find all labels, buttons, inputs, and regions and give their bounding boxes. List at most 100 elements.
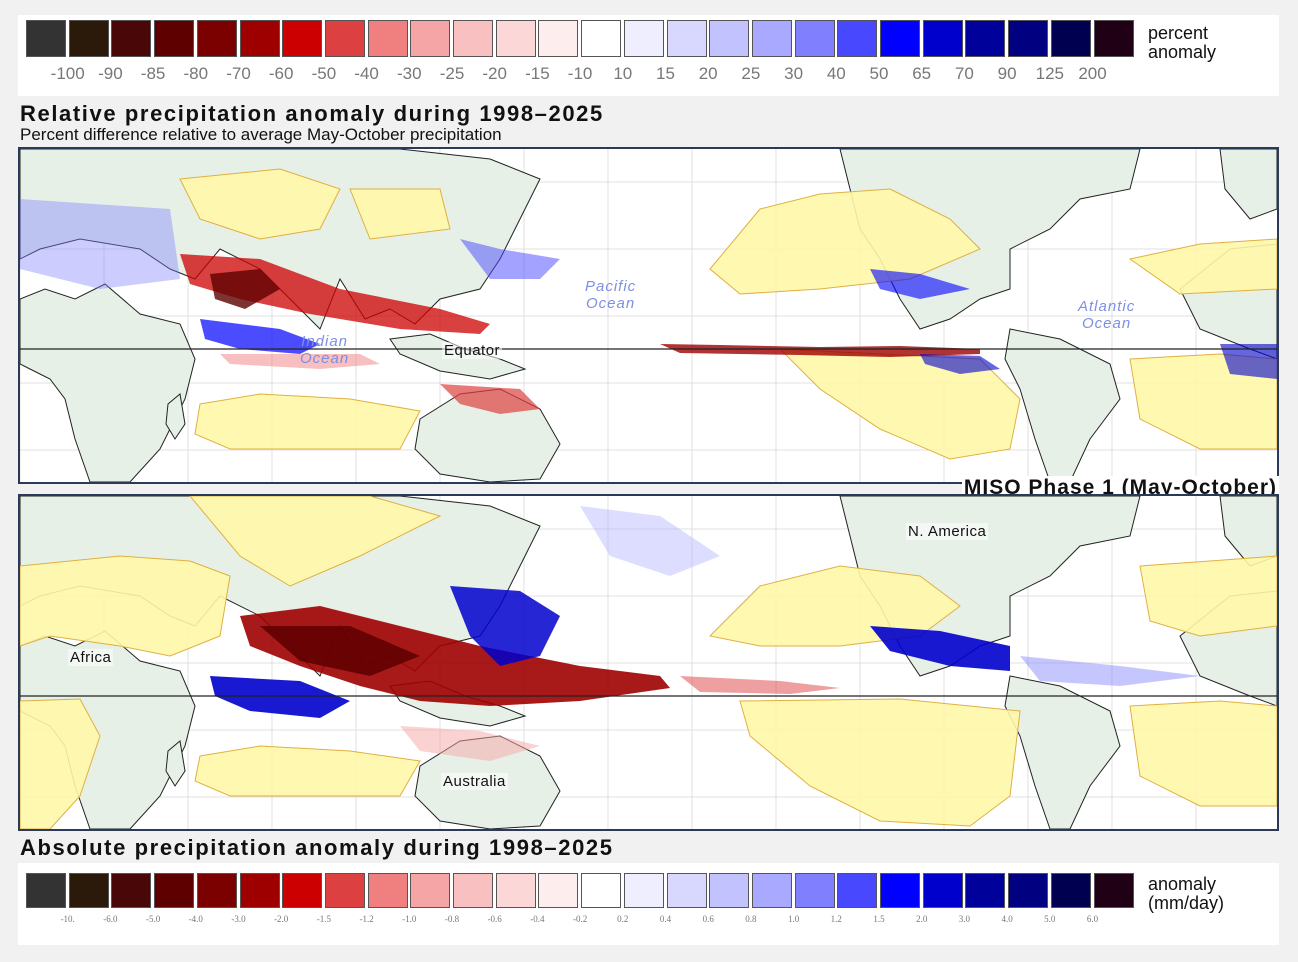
colorbar-tick-label: -2.0 (274, 914, 289, 924)
north-america-label: N. America (906, 523, 989, 540)
colorbar-tick-label: 125 (1035, 64, 1064, 83)
colorbar-swatch (880, 20, 920, 57)
masked-region (709, 188, 981, 295)
colorbar-swatch (623, 20, 664, 57)
atlantic-ocean-label: Atlantic Ocean (1078, 298, 1135, 332)
colorbar-swatch (239, 20, 280, 57)
colorbar-tick-label: 15 (656, 64, 675, 83)
colorbar-tick-label: 0.4 (659, 914, 672, 924)
anomaly-region (260, 626, 420, 676)
colorbar-swatch (751, 20, 792, 57)
indian-label-line-1: Indian (301, 333, 349, 350)
colorbar-swatch (239, 873, 280, 908)
top-map-subtitle: Percent difference relative to average M… (20, 125, 502, 144)
masked-region (194, 393, 421, 450)
colorbar-tick-label: -100 (50, 64, 85, 83)
anomaly-region (1020, 656, 1200, 686)
colorbar-tick-label: -10. (60, 914, 75, 924)
colorbar-tick-label: -1.5 (316, 914, 332, 924)
colorbar-tick-label: -15 (525, 64, 550, 83)
colorbar-swatch (196, 20, 237, 57)
anomaly-region (220, 354, 380, 369)
colorbar-swatch (367, 20, 408, 57)
colorbar-swatch (26, 20, 66, 57)
anomaly-region (920, 354, 1000, 374)
colorbar-swatch (965, 20, 1006, 57)
percent-anomaly-colorbar: -100 -90 -85 -80 -70 -60 -50 -40 -30 -25 -20 -15 -10… (18, 15, 1279, 96)
masked-region (20, 698, 101, 829)
colorbar-swatch (880, 873, 920, 908)
masked-region (189, 496, 442, 587)
colorbar-tick-label: -90 (98, 64, 123, 83)
colorbar-swatch (581, 20, 622, 57)
units-line-1: anomaly (1148, 874, 1217, 894)
masked-region (179, 168, 341, 240)
colorbar-tick-label: -25 (439, 64, 465, 83)
colorbar-tick-label: 25 (741, 64, 761, 83)
colorbar-swatch (453, 873, 493, 908)
australia-label: Australia (441, 773, 508, 790)
colorbar-swatch (709, 873, 750, 908)
colorbar-tick-label: -0.6 (487, 914, 502, 924)
masked-region (194, 745, 421, 797)
colorbar-tick-label: -0.8 (444, 914, 460, 924)
colorbar-swatch (324, 873, 365, 908)
anomaly-region (870, 626, 1010, 671)
masked-region (1139, 555, 1277, 637)
colorbar-tick-label: -5.0 (145, 914, 161, 924)
anomaly-region (450, 586, 560, 666)
anomaly-region (210, 269, 280, 309)
colorbar-tick-label: -50 (311, 64, 337, 83)
colorbar-tick-label: -6.0 (103, 914, 118, 924)
colorbar-tick-label: 1.2 (830, 914, 842, 924)
colorbar-tick-label: -1.0 (402, 914, 417, 924)
colorbar-swatch (495, 20, 536, 57)
colorbar-swatch (837, 20, 878, 57)
colorbar-tick-label: -85 (140, 64, 166, 83)
absolute-anomaly-colorbar: -10. -6.0 -5.0 -4.0 -3.0 -2.0 -1.5 -1.2 -1.0 -0.8… (18, 863, 1279, 945)
colorbar-tick-label: 1.0 (787, 914, 800, 924)
pacific-label-line-1: Pacific (585, 278, 637, 295)
colorbar-tick-label: 90 (997, 64, 1017, 83)
colorbar-tick-label: 6.0 (1086, 914, 1099, 924)
relative-anomaly-map: Pacific Ocean Atlantic Ocean Indian Ocea… (18, 147, 1279, 484)
bottom-map-title: Absolute precipitation anomaly during 19… (20, 835, 614, 860)
colorbar-swatch (68, 20, 109, 57)
colorbar-swatch (410, 873, 451, 908)
colorbar-tick-label: -1.2 (359, 914, 374, 924)
masked-region (1129, 353, 1277, 450)
colorbar-tick-label: 0.2 (617, 914, 629, 924)
anomaly-region (660, 344, 980, 357)
atlantic-label-line-1: Atlantic (1078, 298, 1136, 315)
colorbar-tick-label: -0.4 (530, 914, 545, 924)
colorbar-swatch (111, 873, 152, 908)
colorbar-tick-label: 3.0 (958, 914, 971, 924)
colorbar-swatch (196, 873, 237, 908)
top-map-title: Relative precipitation anomaly during 19… (20, 101, 604, 126)
units-line-1: percent (1148, 23, 1209, 43)
colorbar-tick-label: -20 (482, 64, 507, 83)
absolute-anomaly-map-canvas (20, 496, 1277, 829)
masked-region (708, 565, 961, 647)
units-line-2: anomaly (1148, 42, 1217, 62)
colorbar-swatch (324, 20, 365, 57)
colorbar-tick-label: 0.8 (745, 914, 757, 924)
colorbar-tick-label: 40 (826, 64, 846, 83)
colorbar-swatch (154, 873, 195, 908)
colorbar-swatch (410, 20, 451, 57)
colorbar-swatch (1050, 20, 1091, 57)
masked-region (1128, 238, 1277, 295)
masked-region (739, 698, 1021, 827)
anomaly-region (870, 269, 970, 299)
colorbar-tick-label: -30 (397, 64, 422, 83)
colorbar-tick-label: 2.0 (916, 914, 928, 924)
colorbar-swatch (794, 20, 835, 57)
colorbar-tick-label: 70 (954, 64, 974, 83)
colorbar-swatch (581, 873, 622, 908)
colorbar-swatch (538, 873, 579, 908)
colorbar-swatch (1008, 20, 1049, 57)
landmass (1004, 328, 1121, 482)
landmass (165, 740, 186, 787)
landmass (1219, 149, 1277, 220)
colorbar-swatch (922, 873, 963, 908)
